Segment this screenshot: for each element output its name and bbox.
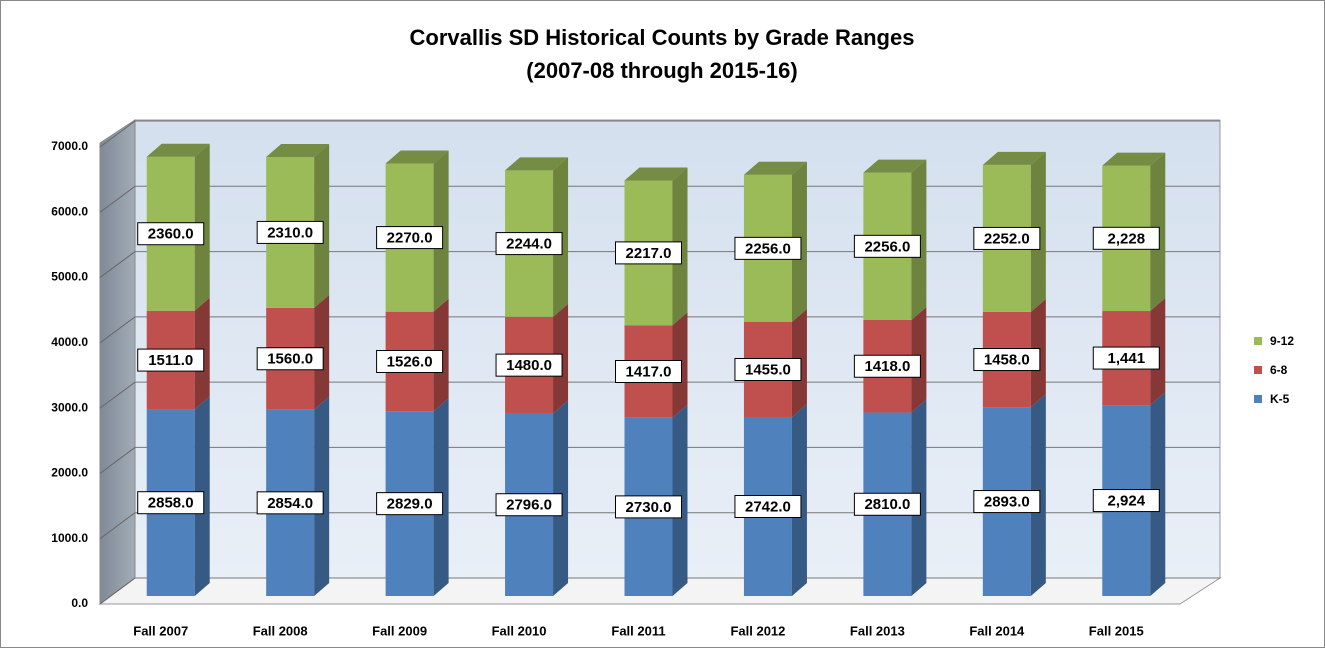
data-label: 2256.0	[864, 238, 910, 255]
grid-line-side	[99, 381, 136, 409]
y-tick-label: 5000.0	[51, 270, 88, 284]
bar-top	[863, 159, 927, 173]
x-tick-label: Fall 2009	[372, 623, 427, 638]
y-tick-label: 0.0	[71, 596, 88, 610]
bar-top	[505, 157, 569, 171]
grid-line-side	[99, 120, 136, 148]
data-label-box	[1092, 346, 1160, 370]
data-label-box	[973, 226, 1041, 250]
x-tick-label: Fall 2011	[611, 623, 665, 638]
data-label: 2,924	[1108, 493, 1146, 510]
data-label-box	[734, 236, 802, 260]
data-label: 2244.0	[506, 236, 552, 253]
x-tick-label: Fall 2010	[492, 623, 547, 638]
data-label-box	[853, 354, 921, 378]
y-tick-label: 7000.0	[51, 139, 88, 153]
data-label: 2360.0	[148, 226, 194, 243]
data-label-box	[734, 357, 802, 381]
data-label: 2854.0	[267, 495, 313, 512]
grid-line-side	[99, 251, 136, 278]
data-label-box	[615, 495, 682, 519]
data-label-box	[1092, 489, 1160, 513]
data-label: 2829.0	[387, 496, 433, 513]
data-label-box	[853, 234, 921, 258]
data-label-box	[615, 360, 682, 384]
data-label-box	[1092, 226, 1160, 250]
data-label: 1417.0	[626, 363, 672, 380]
data-label: 2858.0	[148, 495, 194, 512]
data-label-box	[376, 226, 444, 250]
data-label: 2810.0	[864, 496, 910, 513]
legend-swatch	[1254, 395, 1262, 403]
data-label: 2270.0	[387, 230, 433, 247]
data-label: 1458.0	[984, 352, 1030, 369]
data-label-box	[853, 492, 921, 516]
data-label: 1,441	[1108, 350, 1146, 367]
data-label: 1480.0	[506, 357, 552, 374]
data-label-box	[495, 353, 563, 377]
data-label: 1455.0	[745, 361, 791, 378]
y-tick-label: 6000.0	[51, 204, 88, 218]
data-label: 2252.0	[984, 230, 1030, 247]
legend-label: K-5	[1270, 392, 1290, 406]
data-label: 1526.0	[387, 353, 433, 370]
data-label: 1418.0	[864, 358, 910, 375]
x-tick-label: Fall 2013	[850, 623, 905, 638]
data-label-box	[137, 348, 205, 372]
data-label-box	[734, 494, 802, 518]
bar-top	[1102, 152, 1166, 166]
data-label-box	[615, 241, 682, 265]
data-label: 2742.0	[745, 498, 791, 515]
chart-subtitle: (2007-08 through 2015-16)	[526, 58, 797, 83]
bar-top	[982, 151, 1046, 165]
y-tick-label: 1000.0	[51, 531, 88, 545]
data-label-box	[137, 491, 205, 515]
bar-top	[624, 167, 688, 181]
grid-line-side	[99, 447, 136, 474]
bar-top	[146, 143, 210, 157]
x-tick-label: Fall 2008	[253, 623, 308, 638]
grid-line-side	[99, 512, 136, 540]
data-label-box	[256, 491, 324, 515]
data-label-box	[973, 348, 1041, 372]
legend-swatch	[1254, 337, 1262, 345]
legend-swatch	[1254, 366, 1262, 374]
y-tick-label: 4000.0	[51, 335, 88, 349]
legend-label: 6-8	[1270, 363, 1288, 377]
grid-line-side	[99, 316, 136, 344]
y-tick-label: 3000.0	[51, 400, 88, 414]
data-label-box	[376, 492, 444, 516]
x-tick-label: Fall 2007	[133, 623, 188, 638]
y-tick-label: 2000.0	[51, 466, 88, 480]
x-tick-label: Fall 2014	[969, 623, 1025, 638]
data-label: 2730.0	[626, 499, 672, 516]
data-label: 2256.0	[745, 240, 791, 257]
data-label: 1560.0	[267, 351, 313, 368]
side-wall	[99, 119, 136, 605]
legend-label: 9-12	[1270, 334, 1294, 348]
bar-top	[385, 150, 449, 164]
data-label-box	[137, 222, 205, 246]
grid-line-side	[99, 577, 136, 605]
data-label-box	[376, 349, 444, 373]
grid-line-side	[99, 185, 136, 213]
data-label: 2,228	[1108, 230, 1146, 247]
data-label-box	[256, 347, 324, 371]
data-label: 1511.0	[148, 352, 193, 369]
chart-title: Corvallis SD Historical Counts by Grade …	[410, 25, 915, 50]
data-label: 2796.0	[506, 497, 552, 514]
data-label: 2893.0	[984, 494, 1030, 511]
x-tick-label: Fall 2012	[730, 623, 785, 638]
data-label: 2310.0	[267, 224, 313, 241]
bar-top	[743, 161, 807, 175]
x-tick-label: Fall 2015	[1089, 623, 1144, 638]
data-label-box	[256, 220, 324, 244]
data-label-box	[495, 493, 563, 517]
data-label-box	[973, 490, 1041, 514]
data-label: 2217.0	[626, 245, 672, 262]
bar-top	[266, 144, 330, 158]
data-label-box	[495, 232, 563, 256]
